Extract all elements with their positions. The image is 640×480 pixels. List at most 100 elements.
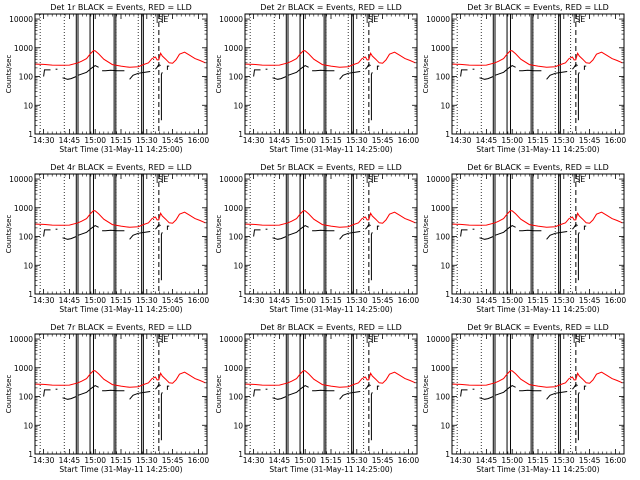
series-events-segment bbox=[253, 69, 261, 77]
x-tick-label: 16:00 bbox=[605, 136, 627, 145]
series-events-segment bbox=[494, 65, 516, 76]
series-events-segment bbox=[339, 391, 361, 400]
y-tick-label: 1000 bbox=[224, 364, 243, 373]
series-events-segment bbox=[479, 76, 494, 80]
series-events-segment bbox=[160, 392, 163, 441]
series-events-segment bbox=[577, 392, 580, 441]
x-tick-label: 15:15 bbox=[110, 456, 132, 465]
x-tick-label: 15:45 bbox=[162, 136, 184, 145]
series-events-segment bbox=[460, 389, 468, 397]
y-tick-label: 10 bbox=[233, 421, 243, 430]
series-events-segment bbox=[62, 236, 77, 240]
x-tick-label: 14:45 bbox=[269, 456, 291, 465]
x-tick-label: 14:45 bbox=[59, 456, 81, 465]
y-tick-label: 1000 bbox=[14, 364, 33, 373]
x-tick-label: 14:30 bbox=[33, 456, 55, 465]
series-lld-line bbox=[451, 370, 623, 388]
x-tick-label: 14:45 bbox=[59, 296, 81, 305]
series-events-segment bbox=[287, 225, 309, 236]
series-events-segment bbox=[479, 236, 494, 240]
annotation-label: E bbox=[373, 335, 378, 344]
x-tick-label: 16:00 bbox=[398, 136, 420, 145]
plot-frame bbox=[244, 333, 418, 455]
annotation-label: S bbox=[158, 175, 163, 184]
series-events-segment bbox=[62, 76, 77, 80]
x-tick-label: 14:30 bbox=[243, 456, 265, 465]
y-tick-label: 10000 bbox=[426, 15, 450, 24]
x-axis-label: Start Time (31-May-11 14:25:00) bbox=[476, 305, 599, 314]
plot-frame bbox=[34, 13, 208, 135]
y-axis-label: Counts/sec bbox=[215, 375, 223, 414]
plot-frame bbox=[451, 173, 625, 295]
x-axis-label: Start Time (31-May-11 14:25:00) bbox=[476, 145, 599, 154]
panel-det-2: Det 2r BLACK = Events, RED = LLD S E 1 10 100… bbox=[215, 3, 419, 154]
x-tick-label: 15:15 bbox=[320, 296, 342, 305]
series-events-segment bbox=[365, 223, 371, 230]
series-events-segment bbox=[43, 229, 51, 237]
series-events-segment bbox=[339, 71, 361, 80]
series-lld-line bbox=[34, 210, 206, 228]
x-tick-label: 14:30 bbox=[243, 136, 265, 145]
panel-det-9: Det 9r BLACK = Events, RED = LLD S E 1 10 100… bbox=[422, 323, 626, 474]
y-tick-label: 10000 bbox=[219, 15, 243, 24]
series-events-segment bbox=[577, 232, 580, 281]
y-axis-label: Counts/sec bbox=[422, 55, 430, 94]
y-tick-label: 100 bbox=[436, 393, 451, 402]
x-tick-label: 15:15 bbox=[320, 136, 342, 145]
y-tick-label: 100 bbox=[19, 73, 34, 82]
y-tick-label: 10000 bbox=[9, 15, 33, 24]
annotation-label: E bbox=[580, 175, 585, 184]
x-tick-label: 16:00 bbox=[188, 296, 210, 305]
annotation-label: E bbox=[580, 335, 585, 344]
panel-title: Det 5r BLACK = Events, RED = LLD bbox=[260, 163, 402, 172]
x-tick-label: 15:45 bbox=[372, 296, 394, 305]
series-events-segment bbox=[129, 71, 151, 80]
y-axis-label: Counts/sec bbox=[5, 375, 13, 414]
x-tick-label: 15:30 bbox=[136, 456, 158, 465]
y-tick-label: 10000 bbox=[219, 335, 243, 344]
plot-frame bbox=[451, 13, 625, 135]
y-tick-label: 10 bbox=[23, 261, 33, 270]
series-events-segment bbox=[129, 391, 151, 400]
series-events-segment bbox=[155, 63, 161, 70]
x-tick-label: 15:00 bbox=[501, 296, 523, 305]
y-tick-label: 1 bbox=[28, 130, 33, 139]
series-lld-line bbox=[244, 210, 416, 228]
x-tick-label: 14:30 bbox=[450, 296, 472, 305]
y-tick-label: 1000 bbox=[14, 204, 33, 213]
annotation-label: E bbox=[373, 15, 378, 24]
series-events-segment bbox=[43, 69, 51, 77]
y-tick-label: 10000 bbox=[9, 175, 33, 184]
x-tick-label: 14:30 bbox=[33, 136, 55, 145]
annotation-label: S bbox=[575, 15, 580, 24]
y-tick-label: 100 bbox=[19, 393, 34, 402]
x-tick-label: 15:15 bbox=[527, 136, 549, 145]
annotation-label: S bbox=[368, 335, 373, 344]
x-tick-label: 16:00 bbox=[605, 296, 627, 305]
panel-title: Det 4r BLACK = Events, RED = LLD bbox=[50, 163, 192, 172]
y-tick-label: 10 bbox=[440, 421, 450, 430]
series-events-segment bbox=[339, 231, 361, 240]
y-tick-label: 1000 bbox=[431, 364, 450, 373]
annotation-label: S bbox=[575, 175, 580, 184]
y-tick-label: 1 bbox=[445, 290, 450, 299]
panel-title: Det 2r BLACK = Events, RED = LLD bbox=[260, 3, 402, 12]
y-tick-label: 1 bbox=[238, 130, 243, 139]
y-axis-label: Counts/sec bbox=[422, 375, 430, 414]
series-events-segment bbox=[572, 383, 578, 390]
series-events-segment bbox=[129, 231, 151, 240]
panel-title: Det 9r BLACK = Events, RED = LLD bbox=[467, 323, 609, 332]
y-axis-label: Counts/sec bbox=[215, 215, 223, 254]
series-events-segment bbox=[583, 385, 587, 390]
x-tick-label: 15:00 bbox=[84, 456, 106, 465]
y-tick-label: 10000 bbox=[219, 175, 243, 184]
plot-frame bbox=[451, 333, 625, 455]
series-lld-line bbox=[451, 50, 623, 68]
y-tick-label: 1 bbox=[28, 450, 33, 459]
annotation-label: S bbox=[158, 15, 163, 24]
y-tick-label: 1000 bbox=[431, 44, 450, 53]
x-tick-label: 15:30 bbox=[553, 456, 575, 465]
series-events-segment bbox=[287, 385, 309, 396]
panel-det-5: Det 5r BLACK = Events, RED = LLD S E 1 10 100… bbox=[215, 163, 419, 314]
x-tick-label: 14:45 bbox=[476, 456, 498, 465]
